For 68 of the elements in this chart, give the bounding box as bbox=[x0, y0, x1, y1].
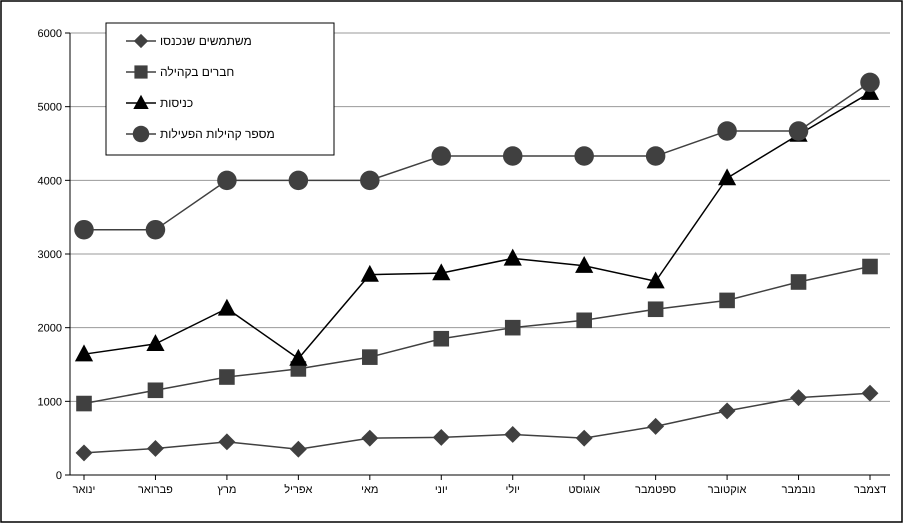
point bbox=[360, 264, 379, 282]
x-tick-label: אוקטובר bbox=[708, 484, 747, 496]
point bbox=[74, 220, 94, 240]
x-tick-label: ינואר bbox=[72, 484, 96, 496]
point bbox=[432, 263, 450, 280]
y-tick-label: 2000 bbox=[38, 322, 62, 335]
legend-label: משתמשים שנכנסו bbox=[160, 34, 252, 48]
point bbox=[719, 292, 735, 308]
point bbox=[862, 384, 878, 402]
point bbox=[432, 428, 450, 446]
point bbox=[718, 402, 736, 420]
point bbox=[290, 440, 307, 458]
x-tick-label: נובמבר bbox=[782, 484, 816, 496]
point bbox=[147, 440, 164, 457]
point bbox=[219, 369, 235, 385]
point bbox=[76, 396, 92, 412]
x-tick-label: אפריל bbox=[284, 484, 313, 496]
point bbox=[646, 272, 665, 288]
point bbox=[289, 348, 308, 366]
point bbox=[576, 430, 593, 447]
point bbox=[790, 389, 807, 406]
point bbox=[647, 418, 664, 435]
point bbox=[574, 146, 594, 166]
point bbox=[288, 170, 308, 190]
x-tick-label: אוגוסט bbox=[568, 484, 600, 496]
legend-label: מספר קהילות הפעילות bbox=[160, 127, 275, 141]
point bbox=[432, 146, 452, 166]
y-tick-label: 3000 bbox=[38, 249, 62, 261]
point bbox=[504, 320, 521, 336]
point bbox=[717, 121, 737, 141]
point bbox=[718, 168, 736, 186]
point bbox=[576, 312, 592, 328]
point bbox=[504, 248, 522, 266]
point bbox=[504, 426, 522, 443]
point bbox=[361, 430, 378, 447]
point bbox=[646, 146, 666, 166]
legend-label: חברים בקהילה bbox=[160, 65, 234, 79]
point bbox=[217, 170, 237, 190]
point bbox=[146, 334, 165, 352]
x-tick-label: פברואר bbox=[138, 484, 174, 496]
point bbox=[648, 301, 664, 318]
point bbox=[360, 170, 380, 190]
y-tick-label: 4000 bbox=[38, 175, 62, 188]
point bbox=[74, 344, 94, 362]
y-tick-label: 6000 bbox=[38, 28, 62, 40]
point bbox=[502, 146, 522, 166]
x-tick-label: יולי bbox=[506, 484, 520, 496]
y-tick-label: 1000 bbox=[38, 396, 62, 408]
point bbox=[76, 444, 92, 462]
point bbox=[362, 349, 378, 365]
point bbox=[146, 220, 166, 240]
y-tick-label: 0 bbox=[56, 470, 62, 482]
x-tick-label: מאי bbox=[361, 484, 378, 496]
point bbox=[148, 382, 164, 398]
point bbox=[788, 121, 808, 141]
point bbox=[575, 256, 594, 273]
point bbox=[218, 298, 236, 316]
point bbox=[790, 274, 806, 290]
legend-label: כניסות bbox=[160, 96, 194, 110]
x-tick-label: דצמבר bbox=[854, 484, 886, 496]
y-tick-label: 5000 bbox=[38, 102, 62, 114]
x-tick-label: ספטמבר bbox=[635, 484, 676, 496]
x-tick-label: יוני bbox=[434, 484, 448, 496]
point bbox=[860, 72, 880, 92]
x-tick-label: מרץ bbox=[217, 484, 236, 496]
point bbox=[862, 258, 878, 274]
point bbox=[433, 330, 450, 347]
point bbox=[218, 433, 236, 450]
